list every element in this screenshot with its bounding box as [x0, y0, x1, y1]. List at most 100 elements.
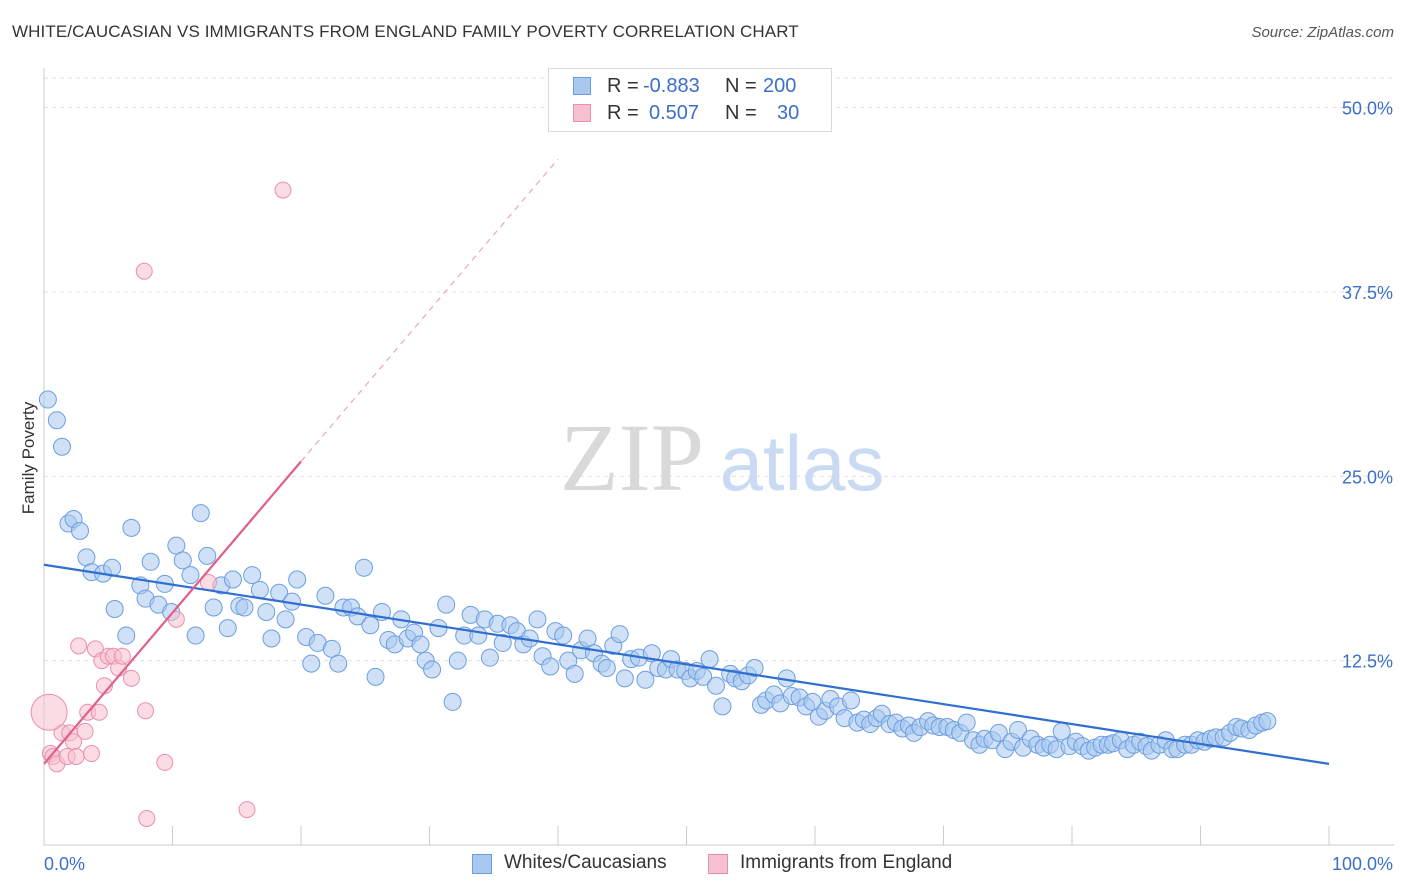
data-point-whites [1009, 720, 1028, 739]
data-point-whites [218, 619, 237, 638]
data-point-whites [173, 551, 192, 570]
data-point-whites [329, 654, 348, 673]
correlation-legend: R = -0.883 N = 200 R = 0.507 N = 30 [548, 68, 832, 132]
data-point-england [113, 647, 131, 665]
data-point-whites [243, 566, 262, 585]
data-point-whites [47, 411, 66, 430]
legend-r-label: R = [607, 102, 639, 124]
data-point-whites [700, 650, 719, 669]
legend-r-value: 0.507 [649, 102, 700, 124]
data-point-whites [235, 598, 254, 617]
data-point-whites [423, 660, 442, 679]
data-point-england [83, 745, 101, 763]
data-point-england [76, 722, 94, 740]
legend-swatch-pink [573, 104, 591, 122]
data-point-whites [361, 616, 380, 635]
data-point-whites [191, 504, 210, 523]
x-tick-label: 0.0% [44, 854, 85, 874]
data-point-whites [141, 552, 160, 571]
data-point-whites [198, 546, 217, 565]
y-axis-title: Family Poverty [19, 401, 38, 514]
legend-r-value: -0.883 [643, 75, 700, 97]
watermark-zip: ZIP [560, 404, 704, 511]
data-point-whites [493, 633, 512, 652]
data-point-whites [122, 518, 141, 537]
chart-title: WHITE/CAUCASIAN VS IMMIGRANTS FROM ENGLA… [12, 22, 799, 41]
data-point-whites [448, 651, 467, 670]
data-point-whites [528, 610, 547, 629]
data-point-whites [1258, 712, 1277, 731]
data-point-whites [354, 558, 373, 577]
y-tick-label: 50.0% [1342, 99, 1393, 119]
source-label: Source: ZipAtlas.com [1251, 24, 1394, 41]
data-point-whites [411, 635, 430, 654]
trendline-england-extrapolated [300, 158, 559, 462]
legend-n-label: N = [725, 102, 757, 124]
data-point-whites [694, 667, 713, 686]
data-point-whites [262, 629, 281, 648]
data-point-england [167, 610, 185, 628]
data-point-whites [70, 521, 89, 540]
data-point-whites [186, 626, 205, 645]
data-point-england [156, 753, 174, 771]
data-point-whites [429, 619, 448, 638]
data-point-whites [636, 670, 655, 689]
data-point-whites [541, 657, 560, 676]
data-point-whites [366, 667, 385, 686]
legend-r-label: R = [607, 75, 639, 97]
data-point-england [274, 181, 292, 199]
legend-n-value: 200 [763, 75, 797, 97]
data-point-england [135, 262, 153, 280]
trendline-whites [43, 563, 1330, 765]
data-point-whites [105, 600, 124, 618]
data-point-whites [204, 598, 223, 617]
data-point-whites [957, 713, 976, 732]
data-point-whites [181, 566, 200, 585]
data-point-whites [713, 697, 732, 716]
data-point-england [238, 801, 256, 819]
data-point-whites [554, 626, 573, 645]
legend-swatch-pink [708, 854, 728, 874]
data-point-whites [841, 691, 860, 710]
data-point-england [138, 809, 156, 827]
data-point-whites [443, 692, 462, 711]
x-tick-label: 100.0% [1332, 854, 1393, 874]
data-point-whites [223, 570, 242, 589]
data-point-whites [469, 626, 488, 645]
bottom-legend-label: Whites/Caucasians [504, 852, 667, 873]
data-point-whites [610, 625, 629, 644]
data-point-whites [316, 586, 335, 605]
data-point-whites [257, 602, 276, 621]
data-point-england [90, 703, 108, 721]
trendline-england [43, 460, 302, 765]
legend-n-value: 30 [777, 102, 800, 124]
data-point-whites [565, 664, 584, 683]
data-point-whites [480, 648, 499, 667]
legend-swatch-blue [573, 77, 591, 95]
legend-swatch-blue [472, 854, 492, 874]
data-point-whites [615, 669, 634, 688]
data-point-whites [288, 570, 307, 589]
data-point-whites [745, 659, 764, 677]
data-point-whites [437, 595, 456, 614]
data-point-whites [302, 654, 321, 673]
data-point-england [122, 669, 140, 687]
data-point-whites [989, 723, 1008, 742]
data-point-whites [597, 659, 616, 677]
data-point-whites [38, 390, 57, 409]
data-point-whites [250, 580, 269, 599]
watermark-atlas: atlas [720, 419, 885, 507]
bottom-legend-label: Immigrants from England [740, 852, 953, 873]
data-point-whites [707, 676, 726, 695]
y-tick-label: 12.5% [1342, 652, 1393, 672]
y-tick-label: 25.0% [1342, 467, 1393, 487]
data-point-england [70, 637, 88, 655]
data-point-england [30, 693, 68, 731]
data-point-whites [52, 437, 71, 456]
data-point-england [67, 748, 85, 765]
data-point-england [137, 702, 155, 720]
data-point-whites [276, 610, 295, 629]
legend-n-label: N = [725, 75, 757, 97]
y-tick-label: 37.5% [1342, 283, 1393, 303]
